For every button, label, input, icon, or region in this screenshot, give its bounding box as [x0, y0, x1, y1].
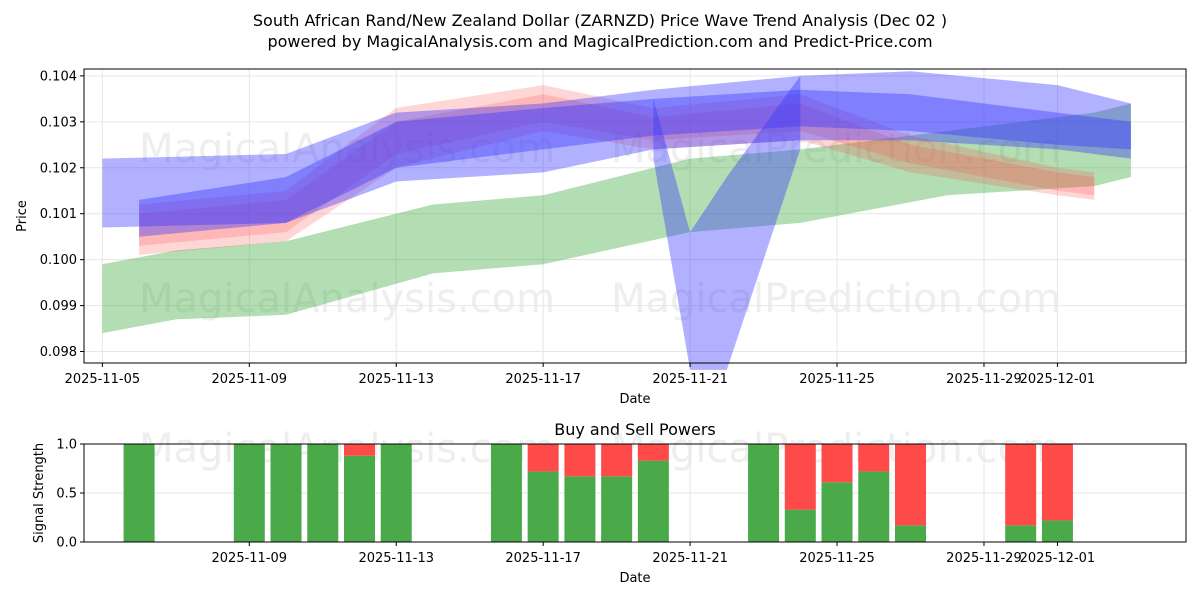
y-tick-label: 0.098	[40, 345, 77, 360]
blue-spike-band	[653, 75, 801, 370]
chart-title-line-2: powered by MagicalAnalysis.com and Magic…	[267, 32, 932, 51]
buy-bar	[858, 471, 890, 542]
x-tick-label: 2025-11-05	[65, 372, 141, 387]
buy-bar	[601, 476, 633, 542]
watermark-text: MagicalAnalysis.com	[139, 276, 555, 322]
watermark-text: MagicalPrediction.com	[611, 276, 1061, 322]
sell-bar	[1005, 444, 1037, 526]
watermark-text: MagicalAnalysis.com	[139, 126, 555, 172]
buy-bar	[270, 444, 302, 542]
y-tick-label: 1.0	[56, 438, 77, 453]
blue-wave-1-band	[102, 71, 1131, 228]
y-tick-label: 0.100	[40, 253, 77, 268]
x-axis-label: Date	[619, 392, 650, 407]
sell-bar	[895, 444, 926, 526]
buy-sell-power-plot: Buy and Sell PowersMagicalAnalysis.comMa…	[32, 420, 1187, 586]
y-tick-label: 0.5	[56, 487, 77, 502]
sell-bar	[601, 444, 633, 477]
red-wave-1-band	[139, 85, 1095, 246]
buy-bar	[380, 444, 412, 542]
red-wave-2-band	[139, 94, 1095, 255]
sell-bar	[784, 444, 816, 510]
y-tick-label: 0.103	[40, 115, 77, 130]
price-plot-frame	[83, 68, 1187, 364]
x-tick-label: 2025-11-21	[652, 372, 728, 387]
buy-bar	[895, 525, 926, 542]
buy-bar	[821, 482, 853, 542]
buy-bar	[748, 444, 780, 542]
buy-bar	[123, 444, 155, 542]
x-tick-label: 2025-11-13	[358, 372, 434, 387]
buy-bar	[637, 460, 669, 542]
x-tick-label: 2025-11-09	[212, 372, 288, 387]
buy-bar	[784, 509, 816, 542]
green-band-band	[102, 103, 1131, 334]
y-tick-label: 0.101	[40, 207, 77, 222]
buy-bar	[233, 444, 265, 542]
x-tick-label: 2025-11-21	[652, 551, 728, 566]
sub-chart-title: Buy and Sell Powers	[554, 420, 716, 439]
x-tick-label: 2025-12-01	[1020, 551, 1096, 566]
buy-bar	[344, 455, 375, 542]
x-tick-label: 2025-11-13	[358, 551, 434, 566]
x-tick-label: 2025-11-25	[799, 551, 875, 566]
sell-bar	[1041, 444, 1073, 521]
x-axis-label: Date	[619, 571, 650, 586]
sell-bar	[344, 444, 375, 456]
x-tick-label: 2025-11-17	[505, 372, 581, 387]
blue-wave-2-band	[139, 89, 1131, 237]
sell-bar	[527, 444, 559, 472]
watermark-text: MagicalPrediction.com	[611, 126, 1061, 172]
y-tick-label: 0.0	[56, 536, 77, 551]
buy-bar	[527, 471, 559, 542]
y-tick-label: 0.104	[40, 69, 77, 84]
chart-title-line-1: South African Rand/New Zealand Dollar (Z…	[253, 11, 947, 30]
x-tick-label: 2025-12-01	[1020, 372, 1096, 387]
sell-bar	[821, 444, 853, 483]
buy-bar	[564, 476, 596, 542]
price-wave-plot: MagicalAnalysis.com MagicalPrediction.com…	[15, 68, 1187, 407]
y-axis-label: Price	[15, 200, 30, 232]
buy-bar	[1005, 525, 1037, 542]
buy-bar	[1041, 520, 1073, 542]
y-axis-label: Signal Strength	[32, 443, 47, 543]
x-tick-label: 2025-11-25	[799, 372, 875, 387]
buy-bar	[490, 444, 522, 542]
buy-bar	[307, 444, 339, 542]
x-tick-label: 2025-11-17	[505, 551, 581, 566]
sell-bar	[564, 444, 596, 477]
x-tick-label: 2025-11-29	[946, 372, 1022, 387]
sell-bar	[637, 444, 669, 461]
y-tick-label: 0.102	[40, 161, 77, 176]
sell-bar	[858, 444, 890, 472]
x-tick-label: 2025-11-29	[946, 551, 1022, 566]
x-tick-label: 2025-11-09	[212, 551, 288, 566]
y-tick-label: 0.099	[40, 299, 77, 314]
